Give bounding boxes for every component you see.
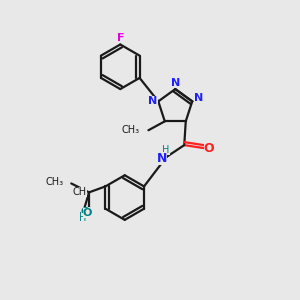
Text: H: H <box>162 146 169 155</box>
Text: CH₃: CH₃ <box>46 177 64 187</box>
Text: F: F <box>116 33 124 43</box>
Text: N: N <box>171 78 180 88</box>
Text: CH₃: CH₃ <box>122 125 140 135</box>
Text: N: N <box>148 96 158 106</box>
Text: O: O <box>83 208 92 218</box>
Text: O: O <box>204 142 214 154</box>
Text: N: N <box>157 152 167 165</box>
Text: H: H <box>79 212 86 222</box>
Text: N: N <box>194 93 203 103</box>
Text: O: O <box>80 207 90 217</box>
Text: H: H <box>79 213 86 223</box>
Text: CH: CH <box>73 187 87 197</box>
